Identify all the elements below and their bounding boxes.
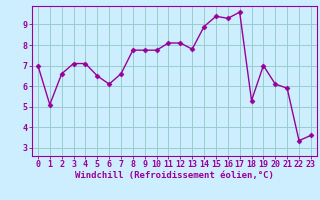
X-axis label: Windchill (Refroidissement éolien,°C): Windchill (Refroidissement éolien,°C) — [75, 171, 274, 180]
